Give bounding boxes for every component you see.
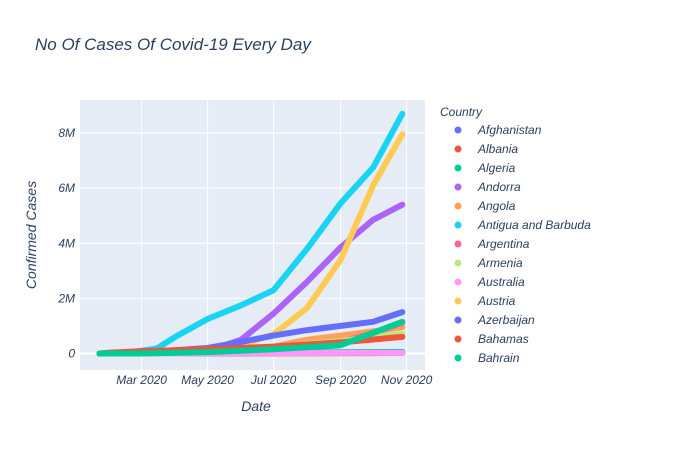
y-tick-label: 4M xyxy=(58,236,75,250)
legend-label: Afghanistan xyxy=(477,123,542,137)
x-tick-label: May 2020 xyxy=(181,373,234,387)
legend-marker xyxy=(454,240,462,248)
legend: Country Afghanistan Albania Algeria Andorra… xyxy=(440,105,591,365)
legend-label: Armenia xyxy=(477,256,523,270)
legend-label: Austria xyxy=(477,294,516,308)
legend-label: Albania xyxy=(477,142,518,156)
legend-marker xyxy=(454,316,462,324)
legend-marker xyxy=(454,126,462,134)
y-tick-label: 0 xyxy=(68,346,75,360)
legend-label: Antigua and Barbuda xyxy=(477,218,591,232)
series-line-bahrain xyxy=(96,318,406,357)
legend-label: Algeria xyxy=(477,161,516,175)
legend-label: Angola xyxy=(477,199,516,213)
legend-marker xyxy=(454,297,462,305)
legend-label: Bahamas xyxy=(478,332,529,346)
y-tick-label: 6M xyxy=(58,181,75,195)
legend-marker xyxy=(454,278,462,286)
legend-label: Argentina xyxy=(477,237,530,251)
x-tick-label: Nov 2020 xyxy=(381,373,433,387)
legend-marker xyxy=(454,164,462,172)
x-axis-title: Date xyxy=(241,398,271,414)
chart-title: No Of Cases Of Covid-19 Every Day xyxy=(35,35,312,54)
legend-title: Country xyxy=(440,105,483,119)
legend-marker xyxy=(454,145,462,153)
legend-marker xyxy=(454,335,462,343)
y-tick-label: 8M xyxy=(58,126,75,140)
axes: Mar 2020 May 2020 Jul 2020 Sep 2020 Nov 2020… xyxy=(57,126,432,387)
legend-marker xyxy=(454,221,462,229)
legend-marker xyxy=(454,354,462,362)
legend-label: Bahrain xyxy=(478,351,520,365)
legend-label: Azerbaijan xyxy=(477,313,535,327)
legend-label: Australia xyxy=(477,275,525,289)
data-series xyxy=(96,110,406,357)
y-axis-title: Confirmed Cases xyxy=(23,181,39,289)
legend-marker xyxy=(454,259,462,267)
x-tick-label: Jul 2020 xyxy=(250,373,297,387)
x-tick-label: Sep 2020 xyxy=(315,373,367,387)
x-tick-label: Mar 2020 xyxy=(116,373,167,387)
legend-marker xyxy=(454,202,462,210)
legend-marker xyxy=(454,183,462,191)
y-tick-label: 2M xyxy=(57,291,75,305)
legend-label: Andorra xyxy=(477,180,521,194)
